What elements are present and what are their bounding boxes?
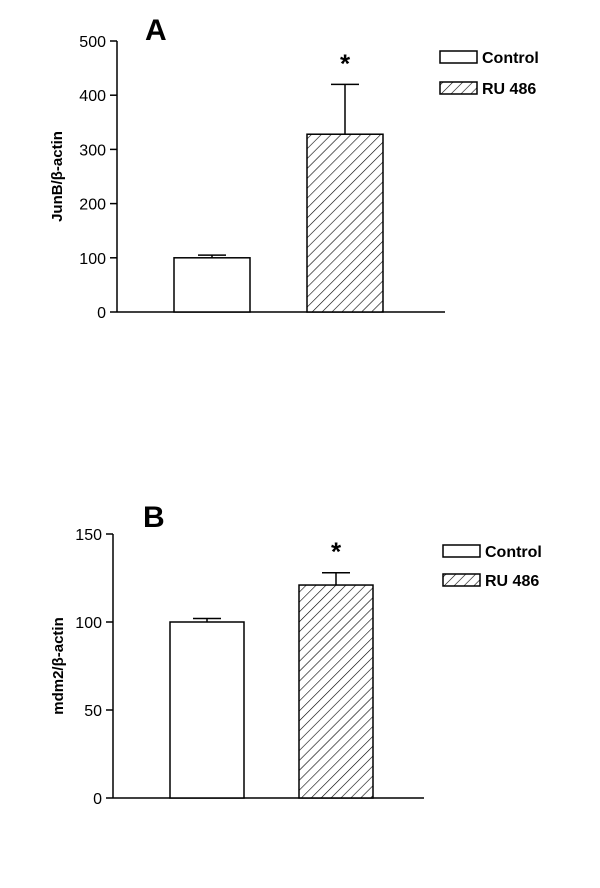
legend-label: RU 486 xyxy=(485,573,539,590)
panel-letter: B xyxy=(143,501,165,534)
panel-a: A 0 100 200 300 400 500 JunB/β-actin * Control RU … xyxy=(49,14,539,322)
legend-label: Control xyxy=(485,544,542,561)
panel-b: B 0 50 100 150 mdm2/β-actin * Control RU 486 xyxy=(50,501,542,808)
legend-swatch-hatched xyxy=(439,81,478,95)
y-tick-label: 0 xyxy=(93,791,102,808)
y-axis-label: JunB/β-actin xyxy=(49,131,66,222)
panel-letter: A xyxy=(145,14,167,47)
y-axis-label: mdm2/β-actin xyxy=(50,617,67,715)
y-tick-label: 100 xyxy=(79,251,106,268)
y-tick-label: 300 xyxy=(79,142,106,159)
y-tick-label: 400 xyxy=(79,88,106,105)
y-tick-label: 200 xyxy=(79,197,106,214)
y-tick-label: 100 xyxy=(75,615,102,632)
bar-control xyxy=(169,621,245,799)
y-tick-label: 150 xyxy=(75,527,102,544)
bar-ru486 xyxy=(298,584,374,799)
legend-label: Control xyxy=(482,50,539,67)
y-tick-label: 500 xyxy=(79,34,106,51)
y-tick-label: 0 xyxy=(97,305,106,322)
bar-ru486 xyxy=(306,133,384,313)
legend-swatch-open xyxy=(442,544,481,558)
bar-control xyxy=(173,257,251,313)
legend-label: RU 486 xyxy=(482,81,536,98)
y-tick-label: 50 xyxy=(84,703,102,720)
legend-swatch-hatched xyxy=(442,573,481,587)
significance-star: * xyxy=(340,48,351,78)
legend-swatch-open xyxy=(439,50,478,64)
significance-star: * xyxy=(331,537,342,567)
